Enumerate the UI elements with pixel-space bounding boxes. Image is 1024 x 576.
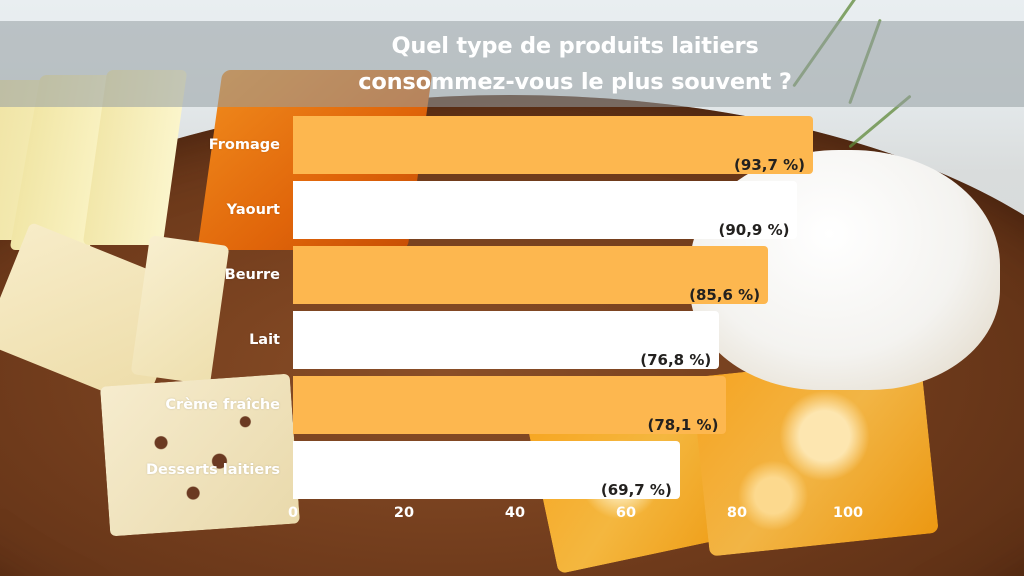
chart-title-line-1: Quel type de produits laitiers [391, 33, 759, 59]
bar-creme-fraiche: (78,1 %) [293, 376, 727, 434]
value-label: (90,9 %) [718, 221, 790, 239]
category-label: Lait [249, 332, 280, 348]
chart-title: Quel type de produits laitiers consommez… [300, 28, 850, 100]
value-label: (69,7 %) [600, 481, 672, 499]
value-label: (76,8 %) [640, 351, 712, 369]
bar-fromage: (93,7 %) [293, 116, 814, 174]
category-label: Crème fraîche [165, 397, 280, 413]
bar-beurre: (85,6 %) [293, 246, 769, 304]
bar-yaourt: (90,9 %) [293, 181, 798, 239]
title-band [0, 21, 1024, 107]
bar-desserts-laitiers: (69,7 %) [293, 441, 680, 499]
bar-lait: (76,8 %) [293, 311, 720, 369]
chart-title-line-2: consommez-vous le plus souvent ? [358, 69, 792, 95]
category-label: Fromage [208, 137, 280, 153]
x-tick-label: 20 [393, 505, 415, 521]
x-tick-label: 40 [504, 505, 526, 521]
x-tick-label: 0 [287, 505, 299, 521]
category-label: Beurre [224, 267, 280, 283]
category-label: Desserts laitiers [146, 462, 280, 478]
x-tick-label: 60 [615, 505, 637, 521]
x-tick-label: 80 [726, 505, 748, 521]
x-tick-label: 100 [832, 505, 864, 521]
value-label: (93,7 %) [734, 156, 806, 174]
value-label: (78,1 %) [647, 416, 719, 434]
value-label: (85,6 %) [689, 286, 761, 304]
category-label: Yaourt [226, 202, 280, 218]
